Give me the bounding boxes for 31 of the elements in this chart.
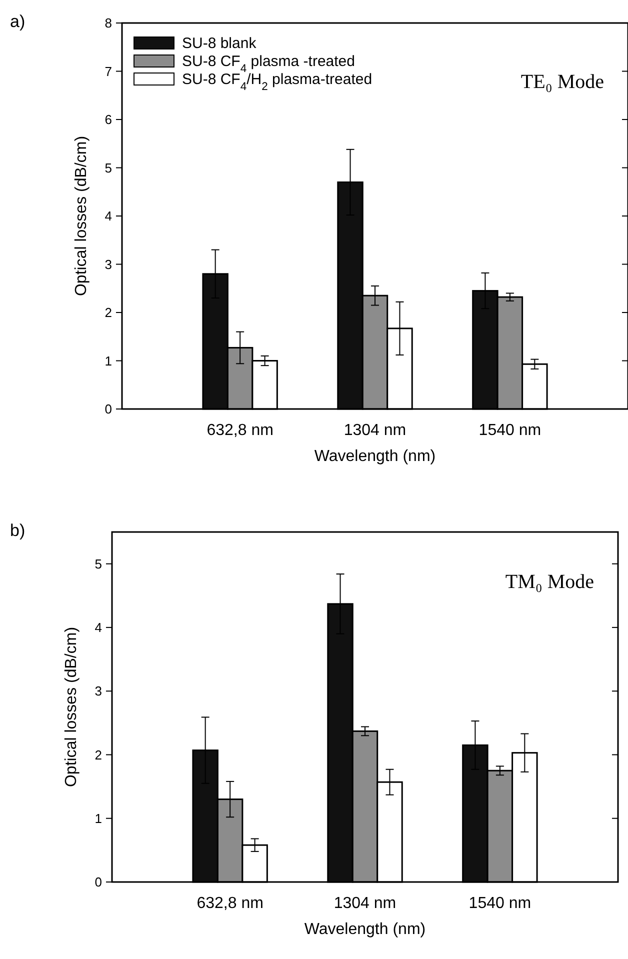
x-tick-label: 1304 nm [344,422,406,439]
y-tick-label: 1 [94,810,102,826]
x-tick-label: 1304 nm [334,895,396,912]
x-tick-label: 632,8 nm [196,895,264,912]
y-tick-label: 4 [94,620,102,636]
y-tick-label: 2 [94,747,102,762]
chart-title: a) [10,12,26,31]
y-tick-label: 2 [104,305,112,320]
legend-label: SU-8 CF$_{4}$/H$_{2}$ plasma-treated [182,71,372,93]
chart-title: b) [10,521,26,540]
y-tick-label: 3 [104,256,112,272]
y-tick-label: 4 [104,208,112,224]
y-tick-label: 0 [104,402,112,417]
y-tick-label: 8 [104,16,112,31]
x-tick-label: 1540 nm [468,895,532,912]
legend-label: SU-8 blank [182,35,257,52]
y-tick-label: 3 [94,684,102,699]
annotation: TM₀ Mode [505,571,594,593]
x-tick-label: 632,8 nm [206,422,274,439]
y-axis-title: Optical losses (dB/cm) [63,626,80,788]
y-axis-title: Optical losses (dB/cm) [73,136,90,296]
y-tick-label: 7 [104,64,112,79]
y-tick-label: 1 [104,353,112,368]
y-tick-label: 5 [94,556,102,572]
annotation: TE₀ Mode [520,71,604,93]
x-axis-title: Wavelength (nm) [304,921,426,938]
y-tick-label: 5 [104,160,112,176]
x-tick-label: 1540 nm [478,422,542,439]
y-tick-label: 6 [104,112,112,128]
y-tick-label: 0 [94,874,102,890]
x-axis-title: Wavelength (nm) [314,448,436,465]
